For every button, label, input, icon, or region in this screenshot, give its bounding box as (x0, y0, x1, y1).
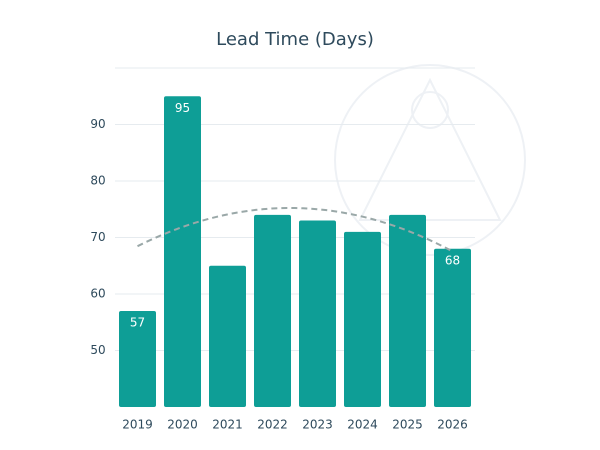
chart-title: Lead Time (Days) (216, 29, 374, 50)
bar (344, 231, 381, 407)
x-tick-label: 2026 (437, 418, 468, 432)
trend-line (137, 206, 453, 253)
value-label: 95 (175, 101, 190, 115)
value-label: 68 (445, 253, 460, 267)
bar (164, 96, 201, 407)
bar (434, 248, 471, 407)
bar (119, 310, 156, 407)
bar (299, 220, 336, 407)
bar (254, 214, 291, 407)
value-label: 57 (130, 315, 145, 329)
y-tick-label: 70 (90, 230, 105, 244)
x-tick-label: 2024 (347, 418, 378, 432)
x-tick-label: 2021 (212, 418, 243, 432)
bar (389, 214, 426, 407)
x-tick-label: 2022 (257, 418, 288, 432)
bar (209, 265, 246, 407)
y-tick-label: 50 (90, 343, 105, 357)
x-tick-label: 2023 (302, 418, 333, 432)
x-tick-label: 2020 (167, 418, 198, 432)
y-tick-label: 80 (90, 174, 105, 188)
y-tick-label: 60 (90, 287, 105, 301)
watermark (334, 64, 526, 256)
x-tick-label: 2019 (122, 418, 153, 432)
y-tick-label: 90 (90, 117, 105, 131)
x-tick-label: 2025 (392, 418, 423, 432)
